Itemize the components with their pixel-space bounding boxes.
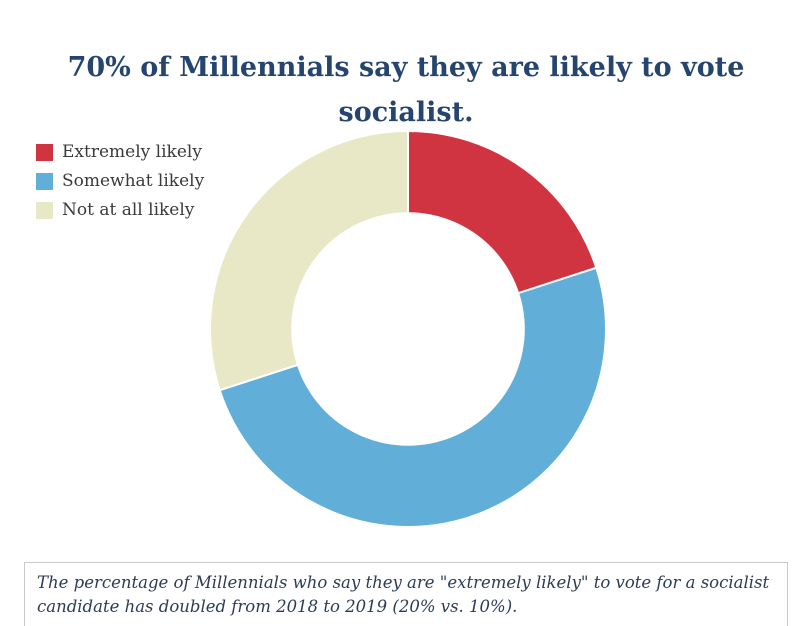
legend-swatch-icon: [36, 172, 53, 190]
donut-hole: [291, 212, 525, 446]
caption-text: The percentage of Millennials who say th…: [37, 573, 770, 616]
legend-swatch-icon: [36, 201, 53, 219]
legend-label: Somewhat likely: [62, 171, 205, 191]
legend-swatch-icon: [36, 143, 53, 161]
donut-chart-area: [205, 126, 611, 532]
legend: Extremely likely Somewhat likely Not at al…: [36, 142, 204, 229]
legend-label: Not at all likely: [62, 200, 195, 220]
caption-box: The percentage of Millennials who say th…: [24, 562, 788, 626]
legend-label: Extremely likely: [62, 142, 202, 162]
donut-chart: [209, 129, 607, 528]
legend-item: Not at all likely: [36, 200, 204, 220]
legend-item: Somewhat likely: [36, 171, 204, 191]
chart-title: 70% of Millennials say they are likely t…: [0, 46, 812, 135]
legend-item: Extremely likely: [36, 142, 204, 162]
chart-title-text: 70% of Millennials say they are likely t…: [67, 52, 745, 128]
